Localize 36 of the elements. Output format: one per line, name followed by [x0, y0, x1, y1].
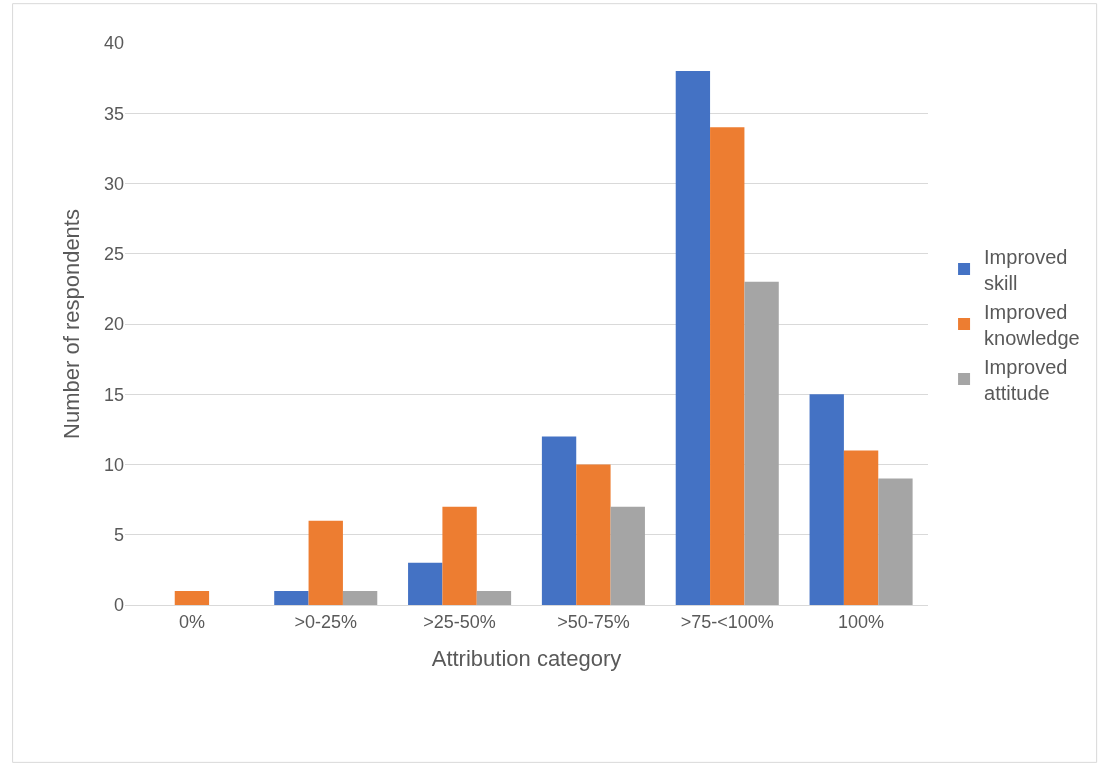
bar: [342, 590, 378, 605]
x-tick-label: >75-<100%: [680, 611, 774, 632]
x-tick-label: >0-25%: [294, 611, 358, 632]
bar: [610, 506, 645, 605]
y-tick-label: 5: [113, 525, 124, 546]
bar: [274, 590, 309, 605]
y-tick-label: 35: [103, 103, 124, 124]
bar: [843, 450, 879, 605]
y-tick-label: 0: [113, 595, 124, 616]
legend-label: Improved skill: [984, 245, 1068, 294]
legend-label: Improved knowledge: [984, 300, 1080, 349]
bar: [408, 562, 443, 605]
legend-label: Improved attitude: [984, 355, 1068, 404]
bar: [541, 436, 577, 605]
y-axis-title: Number of respondents: [58, 209, 84, 439]
x-tick-label: >25-50%: [423, 611, 496, 632]
y-tick-label: 20: [103, 314, 124, 335]
y-tick-label: 40: [103, 33, 124, 54]
bar: [174, 590, 210, 605]
bar: [710, 127, 745, 605]
y-tick-label: 30: [103, 173, 124, 194]
bar: [878, 478, 913, 605]
bar: [675, 71, 711, 605]
bar: [809, 394, 844, 605]
x-tick-label: 0%: [178, 611, 205, 632]
y-tick-label: 10: [103, 454, 124, 475]
x-tick-label: 100%: [838, 611, 885, 632]
y-tick-label: 15: [103, 384, 124, 405]
bar: [442, 506, 477, 605]
bar: [744, 281, 779, 605]
bar: [476, 590, 512, 605]
x-axis-title: Attribution category: [431, 646, 622, 672]
bar: [308, 520, 343, 605]
x-tick-label: >50-75%: [557, 611, 630, 632]
bar: [576, 464, 611, 605]
y-tick-label: 25: [103, 244, 124, 265]
